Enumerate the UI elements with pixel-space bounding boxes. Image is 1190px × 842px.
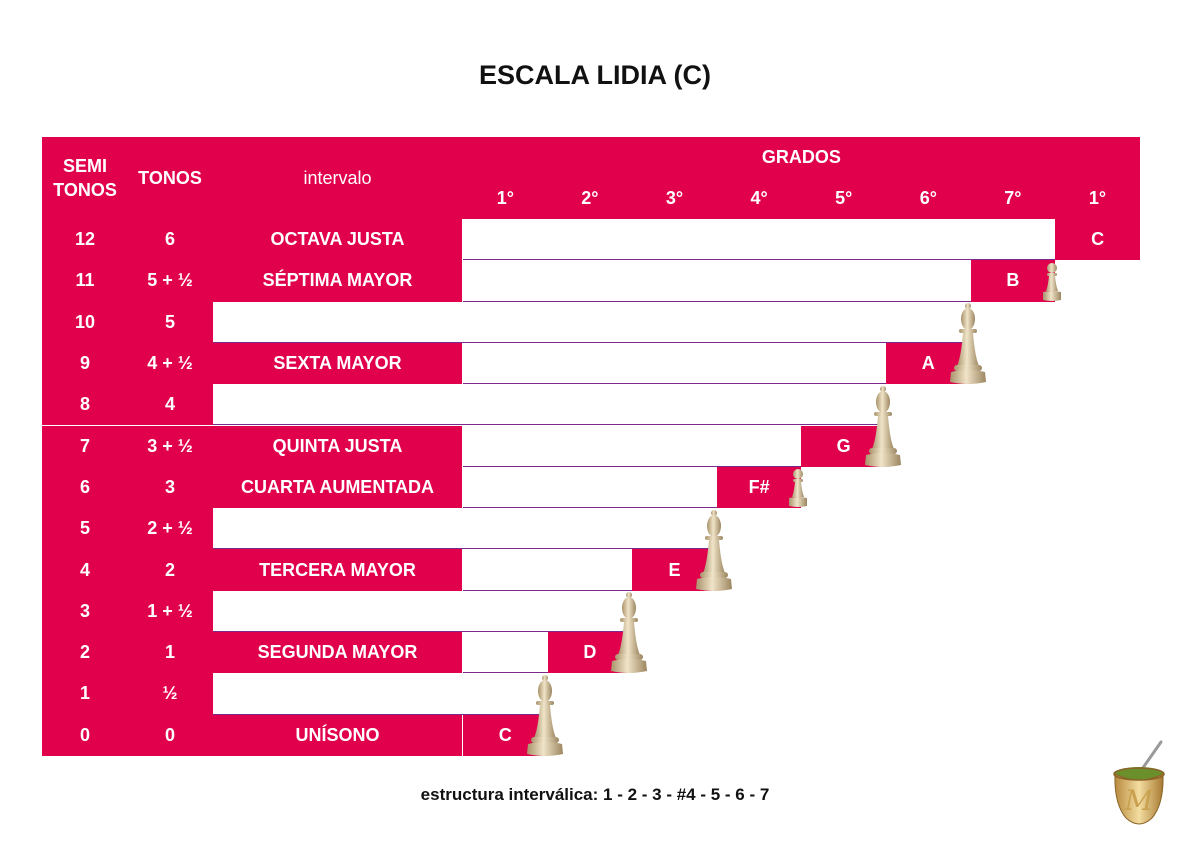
header-grados: GRADOS xyxy=(463,137,1140,177)
note-cell: B xyxy=(970,260,1056,302)
semitonos-cell: 1 xyxy=(42,673,128,715)
intervalo-cell: UNÍSONO xyxy=(213,714,462,756)
tonos-cell: 4 + ½ xyxy=(127,342,213,385)
tonos-cell: 1 + ½ xyxy=(127,590,213,632)
tonos-cell: 0 xyxy=(127,714,213,756)
header-grado-4: 4° xyxy=(716,177,802,219)
row-bar xyxy=(213,673,548,715)
intervalo-cell: SÉPTIMA MAYOR xyxy=(213,260,462,302)
note-cell: F# xyxy=(716,466,802,509)
tonos-cell: 4 xyxy=(127,384,213,426)
header-intervalo: intervalo xyxy=(213,137,462,219)
bishop-icon xyxy=(865,385,901,467)
intervalo-cell: TERCERA MAYOR xyxy=(213,549,462,591)
semitonos-cell: 0 xyxy=(42,714,128,756)
header-grado-2: 2° xyxy=(547,177,633,219)
semitonos-cell: 7 xyxy=(42,425,128,467)
semitonos-cell: 2 xyxy=(42,632,128,674)
row-bar xyxy=(213,590,633,632)
semitonos-cell: 5 xyxy=(42,508,128,550)
semitonos-cell: 9 xyxy=(42,342,128,385)
tonos-cell: 5 + ½ xyxy=(127,260,213,302)
row-bar xyxy=(213,301,971,343)
header-grado-3: 3° xyxy=(632,177,717,219)
header-grado-5: 5° xyxy=(801,177,886,219)
row-bar xyxy=(463,219,1056,261)
header-grado-8: 1° xyxy=(1055,177,1140,219)
semitonos-cell: 12 xyxy=(42,219,128,261)
bishop-icon xyxy=(611,592,648,674)
tonos-cell: 2 + ½ xyxy=(127,508,213,550)
row-bar xyxy=(463,342,886,385)
tonos-cell: 6 xyxy=(127,219,213,261)
semitonos-cell: 8 xyxy=(42,384,128,426)
bishop-icon xyxy=(526,674,563,756)
row-bar xyxy=(463,466,717,509)
semitonos-cell: 4 xyxy=(42,549,128,591)
intervalo-cell: SEXTA MAYOR xyxy=(213,342,462,385)
tonos-cell: 3 xyxy=(127,466,213,509)
interval-structure: estructura interválica: 1 - 2 - 3 - #4 -… xyxy=(420,785,770,804)
row-bar xyxy=(213,508,717,550)
tonos-cell: 5 xyxy=(127,301,213,343)
pawn-icon xyxy=(789,469,808,508)
tonos-cell: ½ xyxy=(127,673,213,715)
header-tonos: TONOS xyxy=(127,137,213,219)
note-cell: A xyxy=(886,342,971,385)
svg-text:M: M xyxy=(1124,784,1155,817)
intervalo-cell: CUARTA AUMENTADA xyxy=(213,466,462,509)
note-cell: C xyxy=(1055,219,1140,261)
bishop-icon xyxy=(695,509,732,591)
page-title: ESCALA LIDIA (C) xyxy=(479,60,711,90)
semitonos-cell: 6 xyxy=(42,466,128,509)
header-grado-1: 1° xyxy=(463,177,548,219)
intervalo-cell: SEGUNDA MAYOR xyxy=(213,632,462,674)
tonos-cell: 2 xyxy=(127,549,213,591)
pawn-icon xyxy=(1043,262,1062,301)
row-bar xyxy=(463,549,633,591)
semitonos-cell: 3 xyxy=(42,590,128,632)
intervalo-cell: OCTAVA JUSTA xyxy=(213,219,462,261)
header-grado-7: 7° xyxy=(970,177,1056,219)
semitonos-cell: 10 xyxy=(42,301,128,343)
semitonos-cell: 11 xyxy=(42,260,128,302)
row-bar xyxy=(213,384,886,426)
intervalo-cell: QUINTA JUSTA xyxy=(213,425,462,467)
bishop-icon xyxy=(949,303,986,385)
row-bar xyxy=(463,425,802,467)
row-bar xyxy=(463,632,548,674)
row-bar xyxy=(463,260,971,302)
tonos-cell: 1 xyxy=(127,632,213,674)
tonos-cell: 3 + ½ xyxy=(127,425,213,467)
header-semitonos: SEMI TONOS xyxy=(42,137,128,219)
header-grado-6: 6° xyxy=(886,177,971,219)
mate-cup-icon: M xyxy=(1113,740,1165,825)
note-cell: G xyxy=(801,425,886,467)
